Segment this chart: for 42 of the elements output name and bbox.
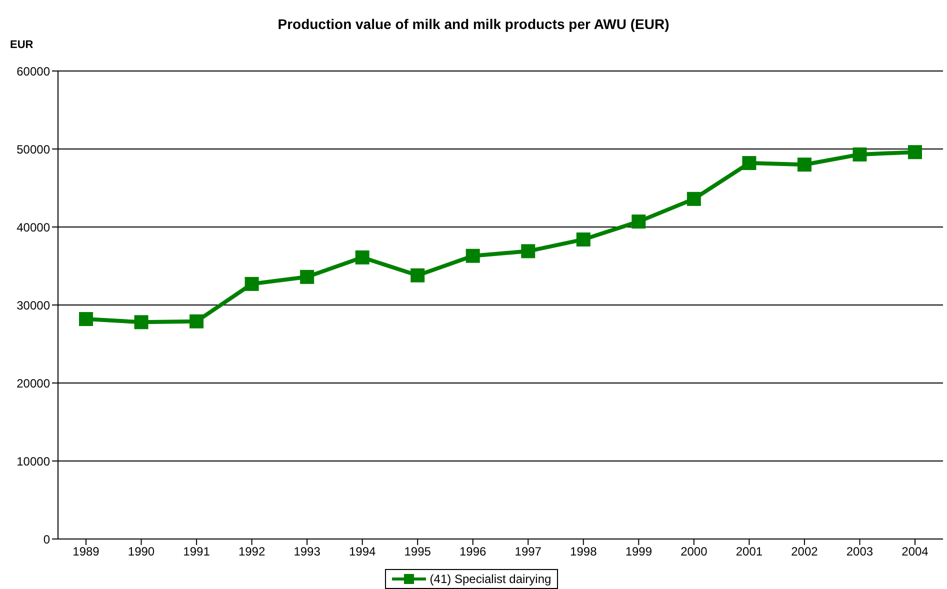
point	[134, 315, 148, 330]
point	[410, 268, 425, 282]
x-tick-label: 1998	[570, 544, 598, 559]
y-tick-label: 30000	[16, 298, 50, 312]
point	[521, 244, 536, 258]
x-tick-label: 1991	[183, 544, 210, 559]
point	[686, 192, 701, 206]
x-tick-label: 1990	[128, 544, 155, 559]
x-tick-label: 2001	[736, 544, 763, 559]
x-tick-label: 1993	[294, 544, 321, 559]
x-tick-label: 1992	[238, 544, 266, 559]
point	[355, 250, 370, 264]
point	[797, 158, 812, 172]
y-tick-label: 20000	[16, 376, 50, 390]
point	[852, 147, 867, 162]
y-axis-title: EUR	[10, 39, 34, 51]
point	[300, 270, 314, 284]
point	[576, 232, 590, 246]
point	[742, 156, 756, 170]
x-tick-label: 2003	[846, 544, 874, 559]
x-tick-label: 2002	[791, 544, 818, 559]
y-tick-label: 10000	[16, 454, 50, 468]
point	[632, 214, 646, 229]
x-tick-label: 1999	[625, 544, 652, 559]
x-tick-label: 1996	[460, 544, 487, 559]
y-tick-label: 0	[43, 532, 50, 546]
point	[190, 314, 204, 328]
y-tick-label: 60000	[16, 64, 50, 78]
x-tick-label: 1995	[404, 544, 432, 559]
point	[244, 276, 259, 291]
x-tick-label: 1997	[514, 544, 542, 559]
y-tick-label: 50000	[16, 142, 50, 156]
y-tick-label: 40000	[16, 220, 50, 234]
legend-label: (41) Specialist dairying	[430, 572, 552, 586]
x-tick-label: 1994	[348, 544, 376, 559]
point	[466, 248, 480, 263]
x-tick-label: 1989	[72, 544, 100, 559]
chart-title: Production value of milk and milk products per AWU (EUR)	[276, 16, 670, 32]
x-tick-label: 2000	[680, 544, 708, 559]
point	[79, 312, 93, 326]
point	[908, 145, 922, 160]
x-tick-label: 2004	[902, 544, 929, 559]
